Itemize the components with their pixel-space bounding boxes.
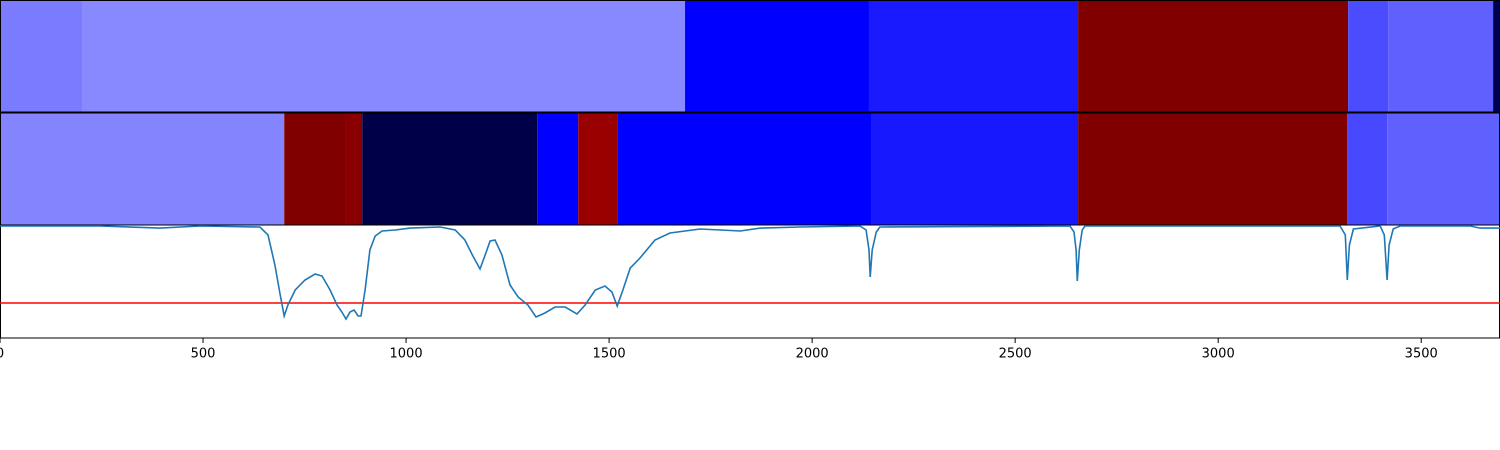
plot-frame [0,224,1500,339]
segment [685,0,869,112]
segment [1348,0,1389,112]
segment [362,113,538,225]
segment [82,0,686,112]
segment [1387,113,1500,225]
x-tick-label: 2500 [999,347,1032,362]
data-line [0,225,1500,321]
segment [578,113,618,225]
x-tick-label: 1000 [390,347,423,362]
segment [617,113,872,225]
segment [284,113,346,225]
segment [0,0,83,112]
x-tick-label: 0 [0,347,4,362]
x-tick-label: 500 [191,347,216,362]
segment [1078,113,1348,225]
segment [345,113,363,225]
x-tick-label: 2000 [796,347,829,362]
segment [0,113,285,225]
segment [1347,113,1388,225]
segment [1078,0,1349,112]
segment [1388,0,1494,112]
segment [871,113,1079,225]
x-tick-label: 3500 [1405,347,1438,362]
x-tick-label: 3000 [1202,347,1235,362]
x-tick-label: 1500 [593,347,626,362]
segment [537,113,579,225]
segment [1493,0,1500,112]
segment [868,0,1079,112]
